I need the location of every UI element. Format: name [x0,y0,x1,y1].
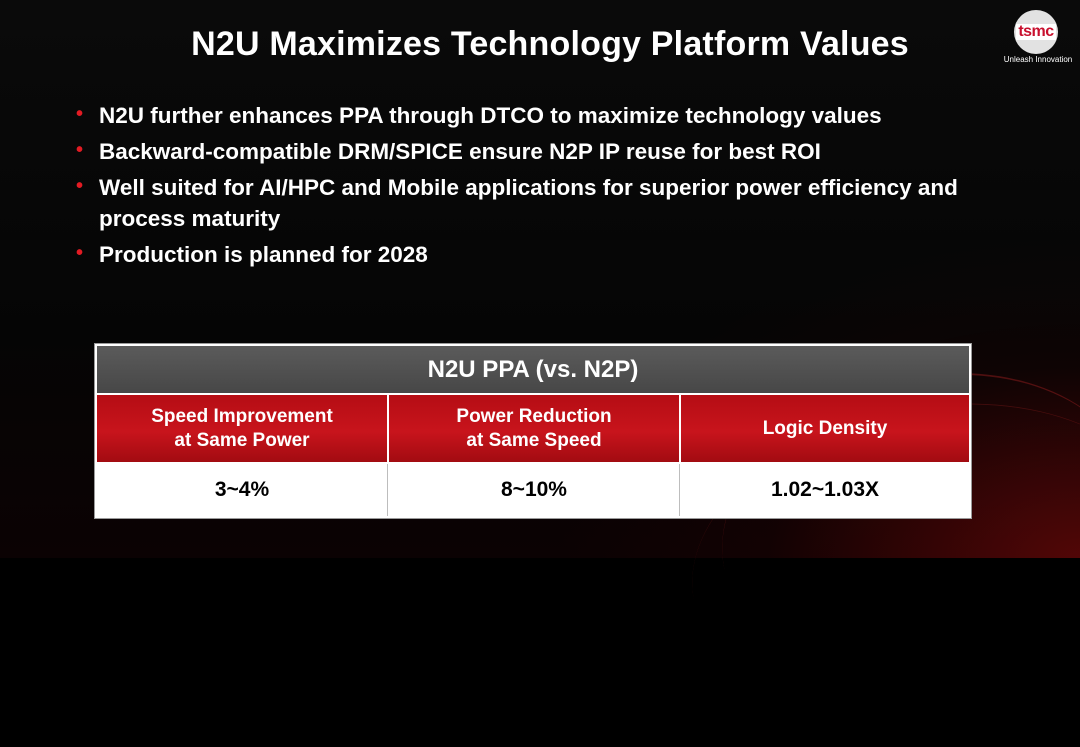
table-divider [387,464,388,516]
ppa-value-power: 8~10% [389,464,679,516]
bullet-list: • N2U further enhances PPA through DTCO t… [76,100,1036,275]
bullet-item: • Well suited for AI/HPC and Mobile appli… [76,172,1036,234]
bullet-text: N2U further enhances PPA through DTCO to… [99,103,882,128]
bullet-text: Backward-compatible DRM/SPICE ensure N2P… [99,139,821,164]
ppa-table-title: N2U PPA (vs. N2P) [97,346,969,393]
logo-emblem-icon: tsmc [1014,10,1058,54]
ppa-header-speed: Speed Improvement at Same Power [97,395,387,462]
bullet-text: Production is planned for 2028 [99,242,428,267]
bullet-dot-icon: • [76,175,84,197]
slide-title: N2U Maximizes Technology Platform Values [191,25,909,63]
bullet-text: Well suited for AI/HPC and Mobile applic… [99,175,958,231]
bullet-dot-icon: • [76,242,84,264]
ppa-header-power: Power Reduction at Same Speed [389,395,679,462]
bullet-dot-icon: • [76,139,84,161]
ppa-header-density: Logic Density [681,395,969,462]
bullet-item: • N2U further enhances PPA through DTCO t… [76,100,1036,131]
ppa-header-line: Logic Density [762,417,888,439]
ppa-value-speed: 3~4% [97,464,387,516]
logo-wordmark: tsmc [1016,23,1056,40]
bullet-item: • Production is planned for 2028 [76,239,1036,270]
ppa-header-line: Power Reduction [456,405,612,427]
ppa-header-line: at Same Speed [466,429,602,451]
tsmc-logo: tsmc Unleash Innovation [1000,8,1076,68]
ppa-value-density: 1.02~1.03X [681,464,969,516]
logo-tagline: Unleash Innovation [1003,55,1073,64]
ppa-table: N2U PPA (vs. N2P) Speed Improvement at S… [94,343,972,519]
table-divider [679,464,680,516]
bullet-dot-icon: • [76,103,84,125]
bullet-item: • Backward-compatible DRM/SPICE ensure N2… [76,136,1036,167]
ppa-header-line: at Same Power [174,429,310,451]
ppa-header-line: Speed Improvement [151,405,333,427]
